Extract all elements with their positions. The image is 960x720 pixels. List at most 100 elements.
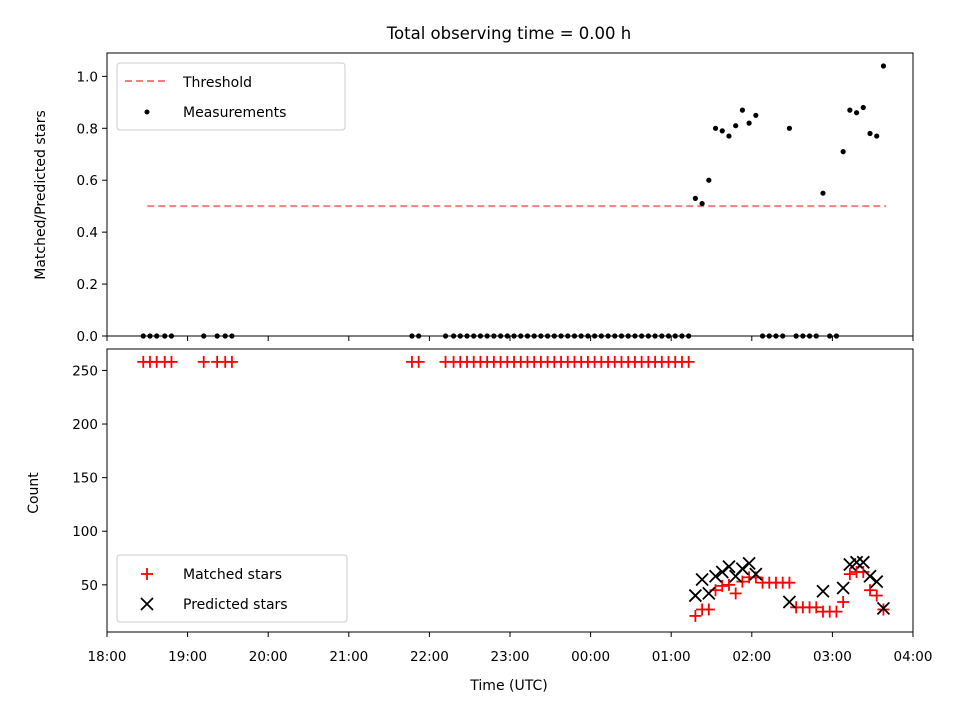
predicted-star-point: [836, 581, 850, 595]
count-x-ticks: 18:00 19:00 20:00 21:00 22:00 23:00 00:00 01:00…: [88, 632, 933, 665]
matched-star-point: [702, 603, 715, 616]
ratio-y-axis-label: Matched/Predicted stars: [33, 110, 49, 280]
count-legend-box: [116, 554, 348, 623]
ratio-y-tick-label: 0.0: [77, 329, 98, 345]
count-y-tick-label: 250: [72, 363, 98, 379]
legend-measurements-label: Measurements: [183, 105, 286, 121]
ratio-y-ticks: 0.0 0.2 0.4 0.6 0.8 1.0: [77, 69, 107, 345]
predicted-star-point: [870, 574, 884, 589]
x-tick-label: 04:00: [894, 649, 933, 665]
measurement-point: [726, 133, 732, 139]
measurement-point: [786, 125, 793, 131]
measurement-point: [874, 133, 880, 139]
ratio-x-ticks: [106, 336, 914, 341]
matched-star-point: [830, 605, 843, 618]
measurement-point: [692, 195, 698, 201]
matched-star-point: [736, 575, 749, 588]
ratio-y-tick-label: 1.0: [77, 69, 98, 85]
ratio-y-tick-label: 0.4: [77, 225, 98, 241]
measurement-point: [880, 63, 887, 69]
legend-matched-label: Matched stars: [183, 567, 282, 583]
chart-title: Total observing time = 0.00 h: [386, 24, 631, 43]
legend-predicted-swatch: [140, 597, 154, 611]
legend-matched-swatch: [141, 568, 153, 580]
measurement-point: [706, 177, 712, 183]
measurement-point: [867, 130, 873, 137]
x-tick-label: 22:00: [410, 649, 449, 665]
matched-star-point: [682, 355, 695, 368]
legend-threshold-label: Threshold: [182, 75, 252, 91]
x-tick-label: 19:00: [168, 649, 207, 665]
matched-star-point: [870, 589, 883, 602]
predicted-star-point: [816, 584, 830, 598]
x-tick-label: 00:00: [571, 649, 610, 665]
count-legend: Matched stars Predicted stars: [116, 554, 348, 623]
x-tick-label: 21:00: [329, 649, 368, 665]
x-tick-label: 03:00: [813, 649, 852, 665]
ratio-legend-box: [116, 62, 346, 131]
legend-measurements-swatch: [144, 109, 150, 115]
measurement-point: [733, 123, 739, 129]
matched-star-point: [689, 609, 702, 622]
predicted-star-point: [856, 555, 870, 569]
predicted-star-point: [688, 588, 703, 603]
count-panel: Count Time (UTC) 50 100 150 200 250 18:00 19:…: [26, 348, 933, 694]
predicted-star-point: [702, 586, 716, 601]
matched-star-point: [729, 587, 742, 600]
predicted-star-point: [722, 559, 736, 574]
predicted-star-point: [708, 569, 723, 583]
predicted-star-point: [742, 556, 756, 571]
count-plot-area: [137, 355, 891, 622]
measurement-point: [847, 107, 853, 113]
measurement-point: [860, 104, 866, 111]
count-y-tick-label: 200: [72, 417, 98, 433]
count-y-ticks: 50 100 150 200 250: [72, 363, 107, 594]
ratio-panel: Total observing time = 0.00 h Matched/Pr…: [33, 24, 914, 345]
measurement-point: [753, 112, 759, 118]
matched-star-point: [857, 565, 870, 578]
x-axis-label: Time (UTC): [469, 678, 547, 694]
measurement-point: [853, 110, 860, 116]
x-tick-label: 18:00: [88, 649, 127, 665]
matched-star-point: [837, 595, 850, 608]
count-y-tick-label: 100: [72, 524, 98, 540]
ratio-y-tick-label: 0.2: [77, 277, 98, 293]
predicted-star-point: [849, 555, 864, 569]
predicted-star-point: [735, 562, 750, 576]
matched-star-point: [843, 568, 856, 581]
measurement-point: [820, 190, 826, 196]
x-tick-label: 01:00: [652, 649, 691, 665]
measurement-point: [840, 149, 846, 155]
ratio-legend: Threshold Measurements: [116, 62, 346, 131]
count-axes-frame: [106, 348, 914, 633]
matched-star-point: [197, 355, 210, 368]
predicted-star-point: [863, 569, 877, 583]
predicted-star-point: [749, 567, 763, 581]
measurement-point: [746, 120, 752, 126]
predicted-star-point: [876, 601, 891, 616]
predicted-star-point: [715, 565, 729, 579]
measurement-point: [699, 200, 705, 207]
measurement-point: [739, 107, 745, 113]
ratio-y-tick-label: 0.8: [77, 121, 98, 137]
matched-star-point: [864, 584, 877, 597]
x-tick-label: 02:00: [732, 649, 771, 665]
predicted-star-point: [782, 595, 797, 609]
predicted-star-point: [695, 572, 709, 587]
count-y-tick-label: 50: [81, 578, 98, 594]
measurement-point: [719, 128, 725, 134]
ratio-axes-frame: [106, 52, 914, 337]
matched-star-point: [412, 355, 425, 368]
matched-star-point: [810, 601, 823, 614]
x-tick-label: 23:00: [491, 649, 530, 665]
count-y-tick-label: 150: [72, 471, 98, 487]
x-tick-label: 20:00: [249, 649, 288, 665]
matched-star-point: [783, 576, 796, 589]
legend-predicted-label: Predicted stars: [183, 597, 288, 613]
measurement-point: [712, 125, 719, 131]
count-y-axis-label: Count: [26, 472, 42, 514]
matched-star-point: [165, 355, 178, 368]
matched-star-point: [716, 579, 729, 592]
matched-star-point: [722, 578, 735, 591]
